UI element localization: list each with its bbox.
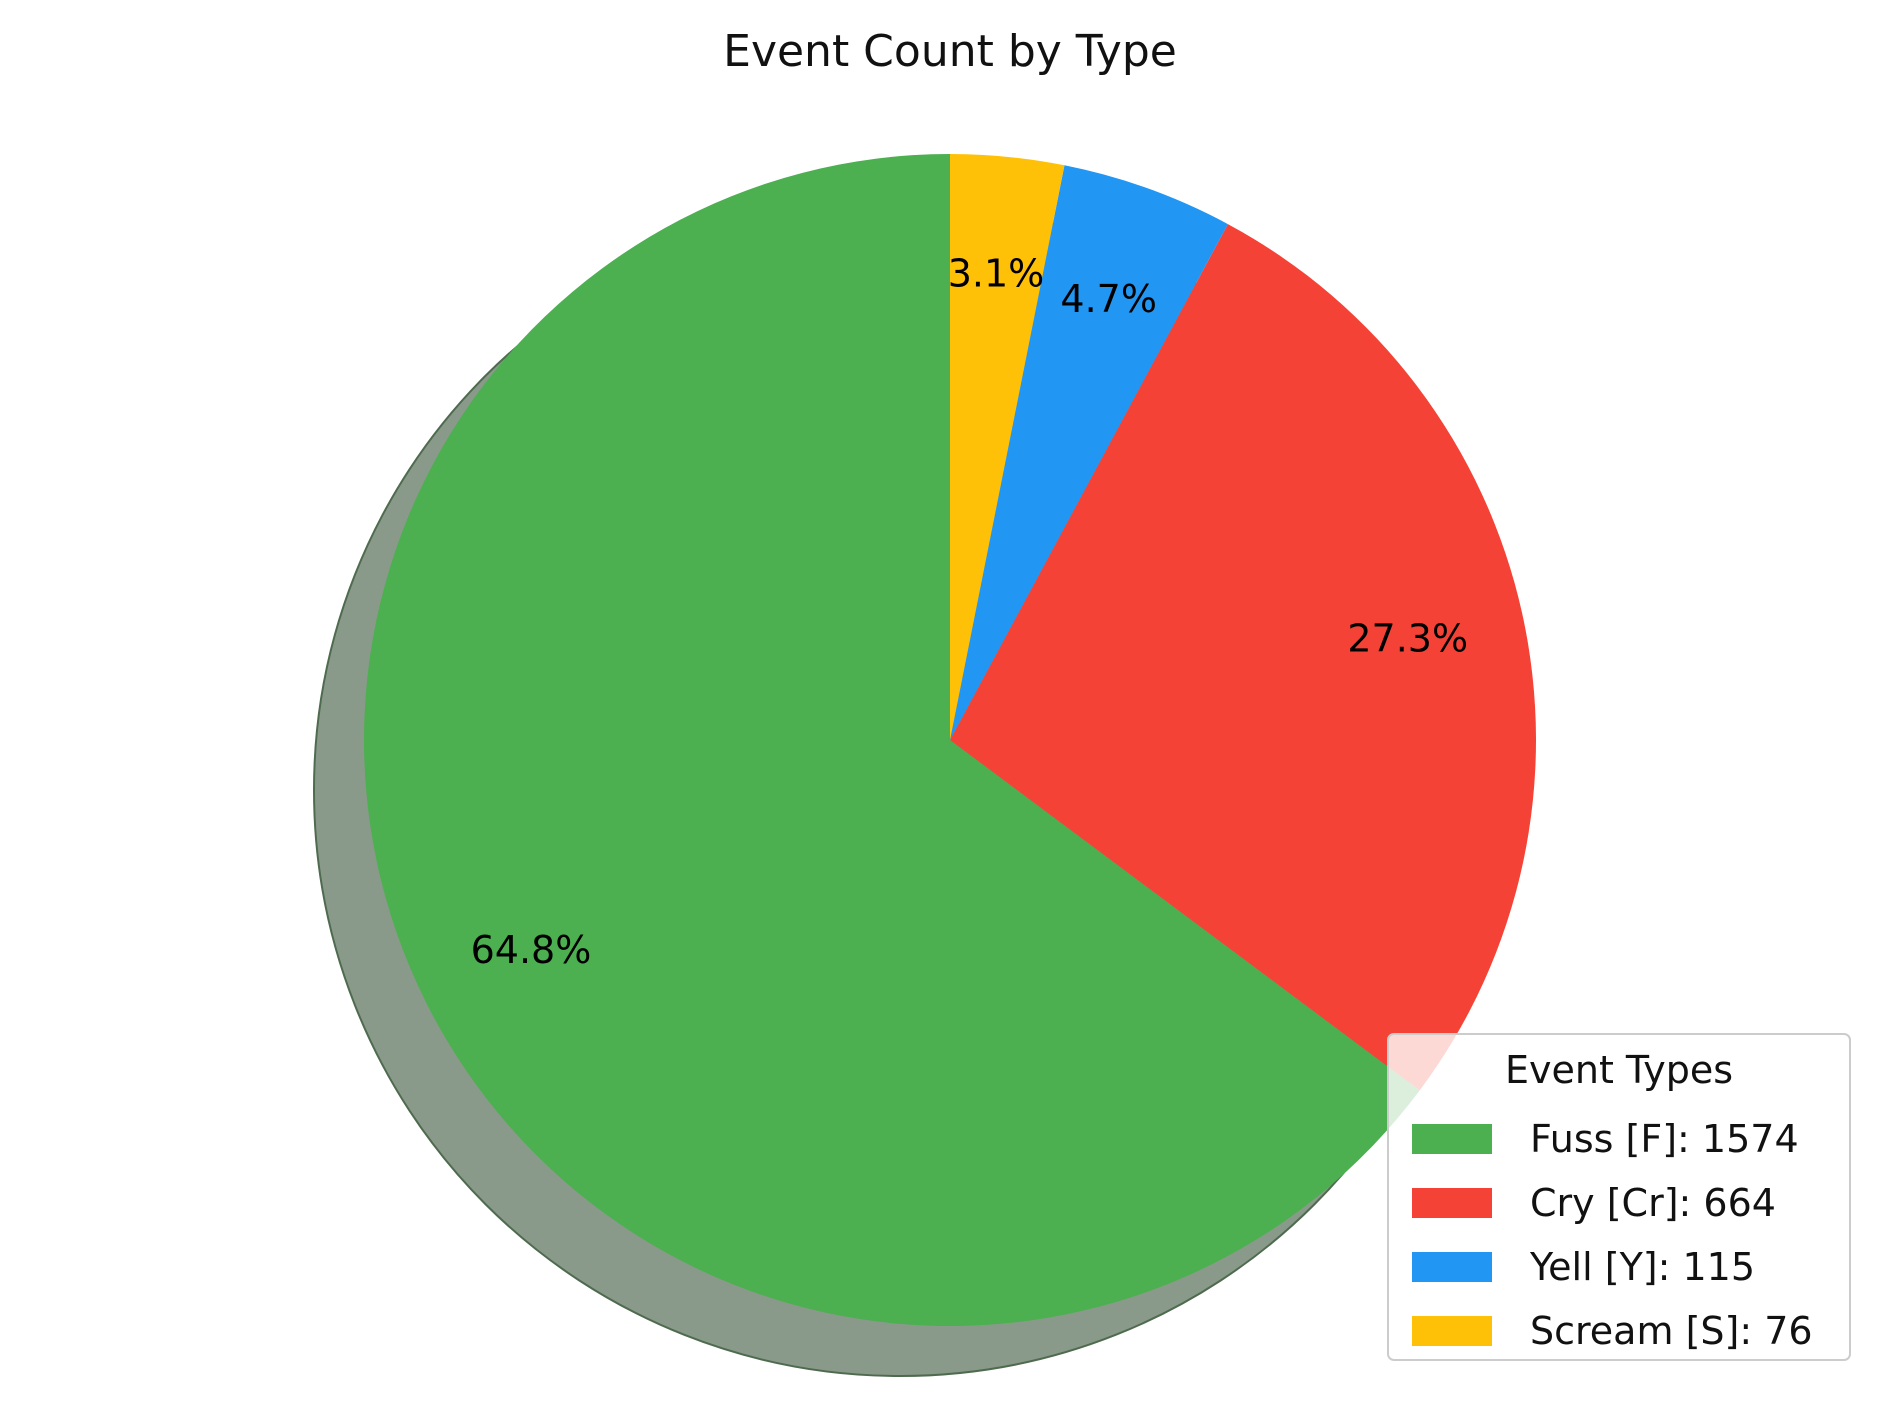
pie-percent-label-2: 27.3% [1347,617,1468,661]
pie-slice-3 [950,165,1228,740]
pie-slice-1 [363,154,1420,1326]
pie-percent-label-1: 64.8% [471,928,592,972]
pie-percent-labels: 64.8% 27.3% 4.7% 3.1% [471,251,1468,972]
legend-swatch-4 [1412,1316,1492,1346]
pie-slices [363,154,1536,1326]
legend-label-2: Cry [Cr]: 664 [1530,1181,1776,1225]
legend-label-3: Yell [Y]: 115 [1529,1245,1755,1289]
pie-slice-2 [950,224,1536,1091]
legend-swatch-3 [1412,1252,1492,1282]
legend-frame [1387,1033,1851,1361]
legend-label-1: Fuss [F]: 1574 [1530,1117,1799,1161]
legend: Event Types Fuss [F]: 1574 Cry [Cr]: 664 Y… [1387,1033,1851,1361]
legend-title: Event Types [1505,1048,1733,1092]
legend-swatch-1 [1412,1124,1492,1154]
legend-entries: Fuss [F]: 1574 Cry [Cr]: 664 Yell [Y]: 115… [1412,1117,1813,1353]
chart-title: Event Count by Type [723,26,1177,77]
legend-swatch-2 [1412,1188,1492,1218]
pie-slice-4 [950,154,1065,740]
pie-percent-label-3: 4.7% [1060,277,1157,321]
legend-label-4: Scream [S]: 76 [1530,1309,1813,1353]
pie-percent-label-4: 3.1% [948,251,1045,295]
